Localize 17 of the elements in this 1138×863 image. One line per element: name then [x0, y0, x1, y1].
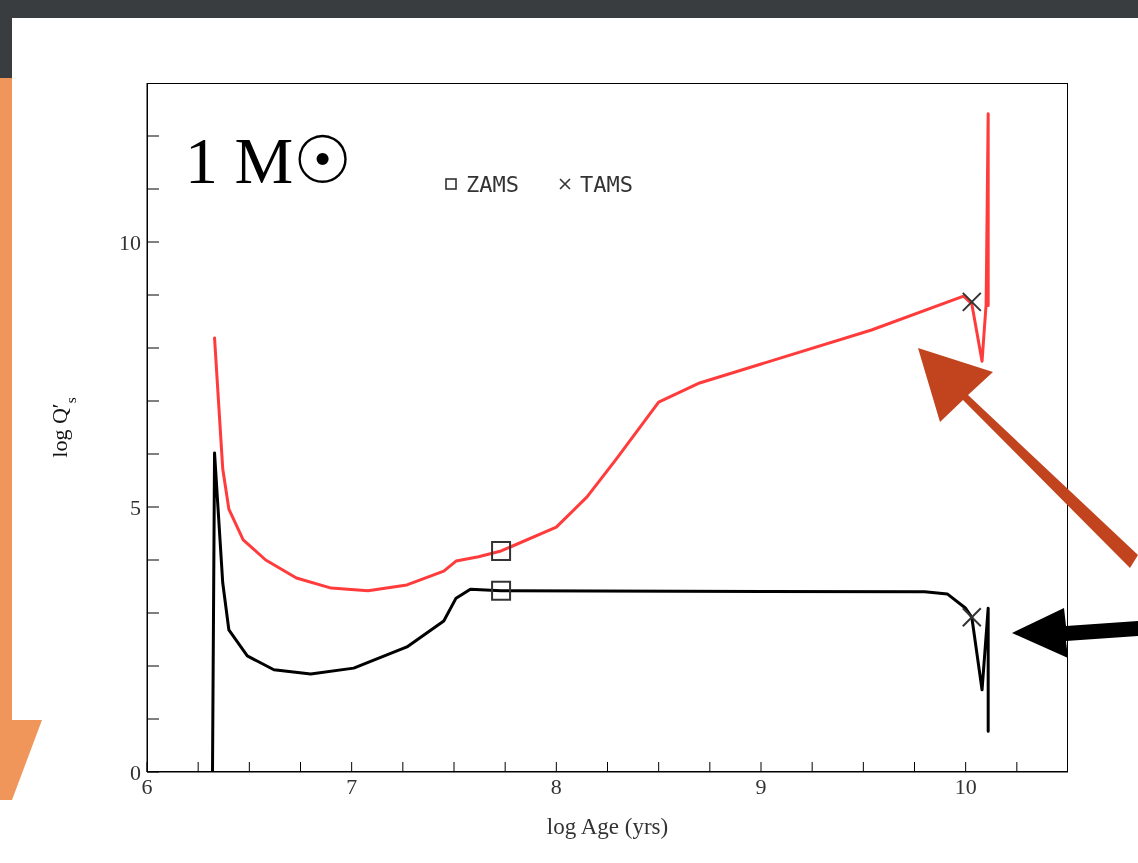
y-tick-label: 5	[130, 494, 141, 520]
legend-label: TAMS	[579, 172, 633, 197]
point	[961, 291, 982, 312]
x-tick-label: 10	[954, 773, 977, 799]
x-tick-label: 9	[755, 773, 767, 799]
x-tick-label: 7	[346, 773, 358, 799]
x-tick-label: 6	[141, 773, 153, 799]
point	[491, 580, 512, 601]
y-tick-label: 10	[119, 229, 141, 255]
y-tick-label: 0	[130, 759, 141, 785]
line-series	[213, 112, 990, 593]
x-axis-title: log Age (yrs)	[546, 814, 669, 839]
point	[491, 540, 512, 561]
legend-label: ZAMS	[466, 172, 519, 197]
x-tick-label: 8	[550, 773, 562, 799]
annotation: 1 M☉	[185, 124, 353, 197]
point	[961, 607, 982, 628]
